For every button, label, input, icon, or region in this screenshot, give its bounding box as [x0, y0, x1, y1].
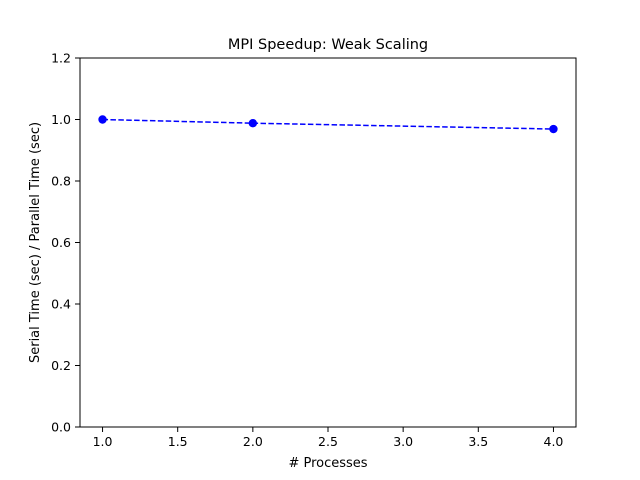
y-tick-label: 0.8	[51, 174, 71, 189]
y-tick-label: 0.4	[51, 297, 71, 312]
y-tick-label: 1.0	[51, 112, 71, 127]
x-tick-label: 1.0	[93, 434, 113, 449]
x-tick-label: 4.0	[544, 434, 564, 449]
x-axis-label: # Processes	[288, 456, 367, 471]
y-tick-label: 1.2	[51, 51, 71, 66]
x-tick-label: 1.5	[168, 434, 188, 449]
series-line	[102, 118, 554, 130]
chart-title: MPI Speedup: Weak Scaling	[228, 37, 428, 53]
y-tick-label: 0.6	[51, 235, 71, 250]
x-tick-label: 2.0	[243, 434, 263, 449]
plot-area-frame	[79, 57, 577, 428]
y-tick-label: 0.2	[51, 358, 71, 373]
data-point	[549, 124, 558, 134]
y-tick-label: 0.0	[51, 420, 71, 435]
y-axis-label: Serial Time (sec) / Parallel Time (sec)	[28, 122, 43, 363]
x-tick-label: 3.0	[393, 434, 413, 449]
series-layer	[98, 115, 558, 134]
data-point	[98, 115, 107, 124]
x-tick-label: 2.5	[318, 434, 338, 449]
y-axis-ticks: 0.0 0.2 0.4 0.6 0.8 1.0 1.2	[51, 51, 80, 435]
x-tick-label: 3.5	[468, 434, 488, 449]
x-axis-ticks: 1.0 1.5 2.0 2.5 3.0 3.5 4.0	[93, 427, 564, 449]
data-point	[248, 118, 258, 128]
